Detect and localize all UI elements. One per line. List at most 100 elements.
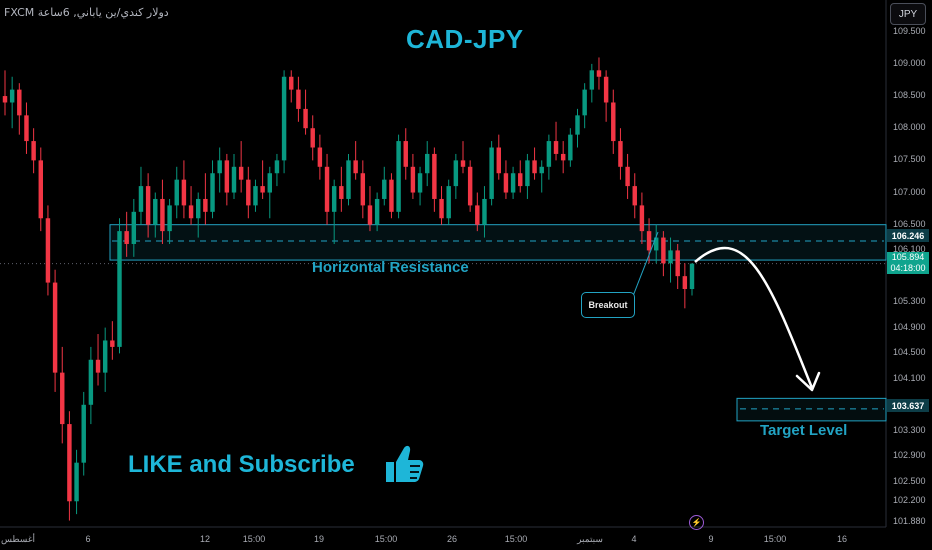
candle-body (689, 263, 695, 290)
candle-body (317, 147, 323, 167)
price-tick-label: 103.300 (893, 424, 926, 435)
projection-arrowhead (795, 371, 821, 392)
candle (110, 321, 115, 360)
candle-body (74, 462, 79, 502)
candle (453, 153, 459, 199)
candle-body (539, 166, 544, 174)
candles-layer (2, 57, 695, 521)
candle-body (353, 160, 358, 174)
candle-body (489, 147, 494, 199)
candle-body (446, 186, 451, 219)
thumbs-up-icon (386, 445, 424, 482)
candle (331, 179, 337, 244)
candle-body (110, 340, 115, 347)
time-tick-label: 15:00 (374, 534, 398, 544)
candle-body (439, 198, 444, 219)
candle (682, 263, 688, 309)
candle-body (339, 186, 344, 199)
candle (102, 327, 108, 392)
candle-body (560, 153, 566, 161)
candle (582, 83, 587, 129)
candle (303, 89, 308, 135)
candle-body (160, 198, 165, 232)
candle (625, 153, 630, 199)
candle (174, 166, 179, 219)
candle-body (467, 166, 473, 206)
candle (296, 76, 301, 122)
candle-body (518, 173, 523, 187)
candle-body (460, 160, 466, 167)
candle (603, 70, 609, 122)
candle (661, 231, 666, 277)
candle-body (367, 205, 373, 225)
time-tick-label: 15:00 (504, 534, 528, 544)
candle (188, 186, 194, 225)
candle (417, 166, 423, 206)
candle-body (174, 179, 179, 206)
candle (67, 411, 72, 521)
price-tick-label: 102.500 (893, 475, 926, 486)
time-tick-label: 4 (631, 534, 637, 544)
candle-body (60, 372, 65, 425)
candle (639, 192, 645, 244)
candle (525, 153, 530, 199)
candle-body (639, 205, 645, 232)
candle-body (682, 276, 688, 290)
candle-body (238, 166, 244, 180)
price-tick-label: 102.900 (893, 450, 926, 461)
candle (367, 186, 373, 232)
candle-body (603, 76, 609, 103)
candle (382, 166, 387, 206)
time-tick-label: 12 (199, 534, 210, 544)
candle (2, 70, 8, 116)
candle-body (410, 166, 416, 193)
candle-body (553, 141, 559, 154)
candle-body (289, 76, 294, 90)
candle-body (625, 166, 630, 187)
candle (403, 128, 408, 180)
candle (117, 218, 122, 354)
candle-body (510, 173, 516, 193)
candle (310, 115, 315, 161)
candle (339, 166, 344, 212)
candle (246, 166, 251, 219)
candle (460, 141, 466, 174)
price-tick-label: 109.500 (893, 25, 926, 36)
candle (38, 147, 43, 232)
candle-body (296, 89, 301, 109)
candle-body (396, 141, 401, 212)
candle (510, 166, 516, 199)
candle (446, 179, 451, 225)
candle-body (654, 237, 659, 251)
candle-body (95, 359, 101, 373)
candle (88, 346, 94, 425)
candle-body (382, 179, 387, 199)
candle-body (661, 237, 666, 264)
candle (217, 147, 222, 193)
candle-body (88, 359, 94, 405)
currency-button[interactable]: JPY (890, 3, 926, 25)
candle (45, 205, 51, 296)
candle-body (668, 250, 673, 264)
breakout-callout: Breakout (581, 292, 635, 318)
price-tick-label: 102.200 (893, 495, 926, 506)
candle-body (596, 70, 602, 77)
price-tick-label: 104.500 (893, 347, 926, 358)
candle-body (589, 70, 595, 90)
candle-body (611, 102, 616, 142)
flash-icon[interactable]: ⚡ (689, 515, 704, 530)
candle (596, 57, 602, 90)
time-tick-label: 15:00 (242, 534, 266, 544)
price-tick-label: 104.900 (893, 321, 926, 332)
projection-arrow (694, 246, 814, 389)
candle (475, 192, 480, 232)
price-tick-label: 108.000 (893, 122, 926, 133)
candle (496, 134, 501, 180)
candle (575, 108, 580, 148)
candle-body (253, 186, 258, 206)
candle (432, 147, 437, 212)
candle (196, 192, 201, 238)
candle (560, 141, 566, 174)
like-subscribe-text: LIKE and Subscribe (128, 451, 355, 478)
